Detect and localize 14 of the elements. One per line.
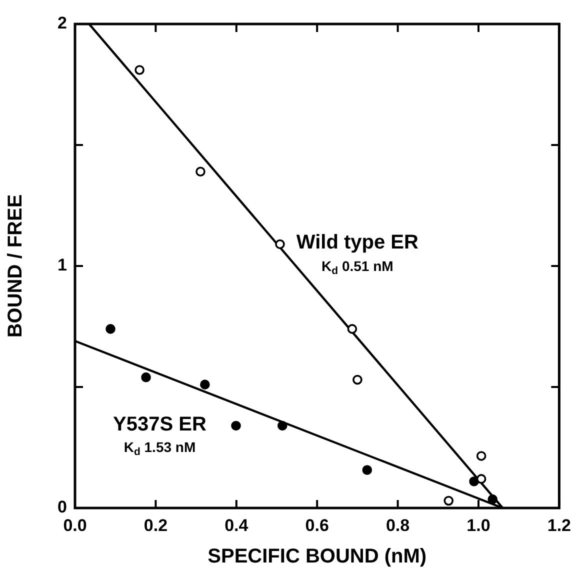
y-tick-label: 2 bbox=[58, 14, 67, 33]
x-tick-label: 0.6 bbox=[305, 516, 329, 535]
x-axis-title: SPECIFIC BOUND (nM) bbox=[208, 546, 427, 568]
x-tick-label: 0.4 bbox=[224, 516, 249, 535]
x-tick-label: 0.0 bbox=[63, 516, 87, 535]
y-tick-label: 1 bbox=[58, 256, 67, 275]
annotation: Wild type ER bbox=[296, 232, 420, 254]
x-tick-label: 0.2 bbox=[144, 516, 168, 535]
x-tick-label: 0.8 bbox=[386, 516, 410, 535]
y-axis-title: BOUND / FREE bbox=[4, 194, 27, 338]
annotation: Y537S ER bbox=[113, 414, 207, 436]
x-tick-label: 1.2 bbox=[547, 516, 572, 535]
y-tick-label: 0 bbox=[58, 498, 67, 517]
x-tick-label: 1.0 bbox=[466, 516, 490, 535]
